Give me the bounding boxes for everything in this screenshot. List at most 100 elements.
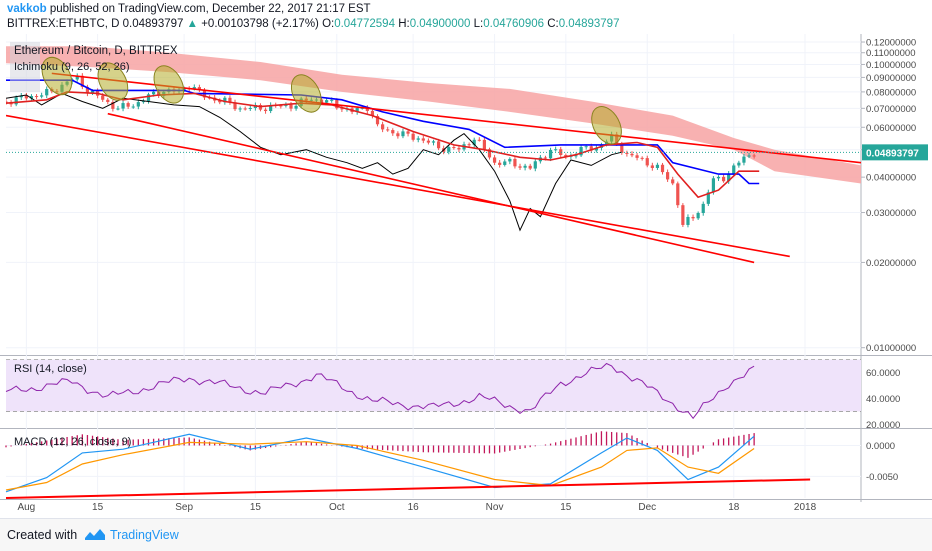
candle-body bbox=[75, 75, 79, 80]
symbol[interactable]: BITTREX:ETHBTC, D bbox=[7, 18, 120, 30]
publish-info: vakkob published on TradingView.com, Dec… bbox=[7, 3, 371, 15]
candle-body bbox=[126, 103, 130, 107]
chart-canvas[interactable]: Aug 15 Sep 15 Oct 16 Nov 15 Dec 18 2018 0.01000000 0… bbox=[0, 34, 932, 518]
price-tick-label: 0.06000000 bbox=[866, 123, 916, 134]
candle-body bbox=[279, 105, 283, 107]
price-tick-label: 0.01000000 bbox=[866, 343, 916, 354]
candle-body bbox=[365, 107, 369, 111]
open-value: 0.04772594 bbox=[334, 18, 395, 30]
candle-body bbox=[386, 129, 390, 131]
x-tick-label: Aug bbox=[17, 502, 35, 513]
rsi-tick-label: 40.0000 bbox=[866, 394, 900, 405]
low-value: 0.04760906 bbox=[483, 18, 545, 30]
candle-body bbox=[472, 139, 476, 145]
candle-body bbox=[574, 155, 578, 157]
candle-body bbox=[630, 153, 634, 156]
rsi-line bbox=[5, 362, 755, 420]
x-tick-label: Nov bbox=[486, 502, 504, 513]
candle-body bbox=[106, 99, 110, 103]
candle-body bbox=[635, 155, 639, 158]
tenkan-sen-line bbox=[6, 91, 760, 199]
price-trendline[interactable] bbox=[51, 72, 861, 164]
rsi-legend: RSI (14, close) bbox=[14, 363, 87, 375]
candle-body bbox=[151, 91, 156, 95]
candle-body bbox=[548, 149, 553, 159]
rsi-tick-label: 60.0000 bbox=[866, 368, 900, 379]
candle-body bbox=[325, 100, 329, 103]
quote-line: BITTREX:ETHBTC, D 0.04893797 ▲ +0.001037… bbox=[7, 18, 619, 30]
published-text: published on TradingView.com, December 2… bbox=[49, 3, 371, 15]
candle-body bbox=[243, 108, 247, 110]
candle-body bbox=[620, 143, 624, 153]
tradingview-brand[interactable]: TradingView bbox=[110, 528, 179, 542]
candle-body bbox=[467, 144, 471, 146]
candle-body bbox=[660, 164, 665, 173]
candle-body bbox=[747, 155, 751, 157]
candle-body bbox=[650, 165, 654, 168]
candle-body bbox=[752, 155, 756, 157]
price-trendline[interactable] bbox=[107, 112, 755, 264]
candle-body bbox=[6, 101, 8, 103]
candle-body bbox=[518, 166, 522, 168]
x-tick-label: 15 bbox=[560, 502, 572, 513]
footer: Created with TradingView bbox=[0, 518, 932, 551]
candle-body bbox=[45, 88, 49, 96]
candle-body bbox=[289, 104, 293, 109]
candle-body bbox=[141, 100, 146, 103]
macd-trendline[interactable] bbox=[5, 478, 811, 499]
candle-body bbox=[681, 205, 685, 225]
candle-body bbox=[381, 124, 385, 130]
macd-signal-line bbox=[5, 441, 755, 491]
candle-body bbox=[676, 183, 680, 206]
open-label: O: bbox=[322, 18, 335, 30]
author-link[interactable]: vakkob bbox=[7, 3, 47, 15]
candle-body bbox=[401, 131, 405, 137]
low-label: L: bbox=[473, 18, 484, 30]
highlight-ellipse[interactable] bbox=[285, 70, 327, 118]
candle-body bbox=[29, 96, 34, 99]
candle-body bbox=[34, 96, 39, 98]
candle-body bbox=[523, 165, 527, 168]
price-trendline[interactable] bbox=[6, 114, 790, 258]
candle-body bbox=[101, 95, 105, 100]
candle-body bbox=[340, 108, 344, 110]
candle-body bbox=[696, 213, 700, 219]
x-tick-label: 15 bbox=[250, 502, 262, 513]
price-tick-label: 0.07000000 bbox=[866, 104, 916, 115]
candle-body bbox=[625, 152, 629, 154]
candle-body bbox=[19, 95, 23, 98]
candle-body bbox=[131, 106, 135, 108]
highlight-ellipse[interactable] bbox=[92, 58, 134, 106]
macd-tick-label: -0.0050 bbox=[866, 472, 898, 483]
candle-body bbox=[477, 139, 481, 141]
candle-body bbox=[452, 147, 456, 149]
candle-body bbox=[136, 102, 140, 107]
candle-body bbox=[436, 141, 441, 149]
highlight-ellipse[interactable] bbox=[586, 101, 628, 149]
candle-body bbox=[706, 192, 710, 204]
candle-body bbox=[742, 156, 746, 163]
candle-body bbox=[426, 140, 431, 143]
candle-body bbox=[218, 100, 222, 103]
candle-body bbox=[645, 158, 649, 166]
candle-body bbox=[233, 102, 237, 110]
price-tick-label: 0.03000000 bbox=[866, 208, 916, 219]
candle-body bbox=[482, 139, 486, 150]
candle-body bbox=[24, 95, 28, 99]
price-change: +0.00103798 (+2.17%) bbox=[201, 18, 319, 30]
last-price: 0.04893797 bbox=[122, 18, 184, 30]
candle-body bbox=[330, 99, 334, 101]
highlight-ellipse[interactable] bbox=[36, 52, 78, 100]
candle-body bbox=[528, 165, 532, 169]
candle-body bbox=[85, 86, 90, 94]
candle-body bbox=[116, 108, 120, 110]
highlight-ellipse[interactable] bbox=[148, 61, 190, 109]
candle-body bbox=[223, 97, 227, 103]
candle-body bbox=[197, 87, 201, 90]
price-tick-label: 0.09000000 bbox=[866, 73, 916, 84]
price-tick-label: 0.10000000 bbox=[866, 60, 916, 71]
candle-body bbox=[554, 149, 558, 151]
candle-body bbox=[411, 133, 415, 140]
candle-body bbox=[248, 107, 252, 109]
candle-body bbox=[370, 110, 375, 116]
